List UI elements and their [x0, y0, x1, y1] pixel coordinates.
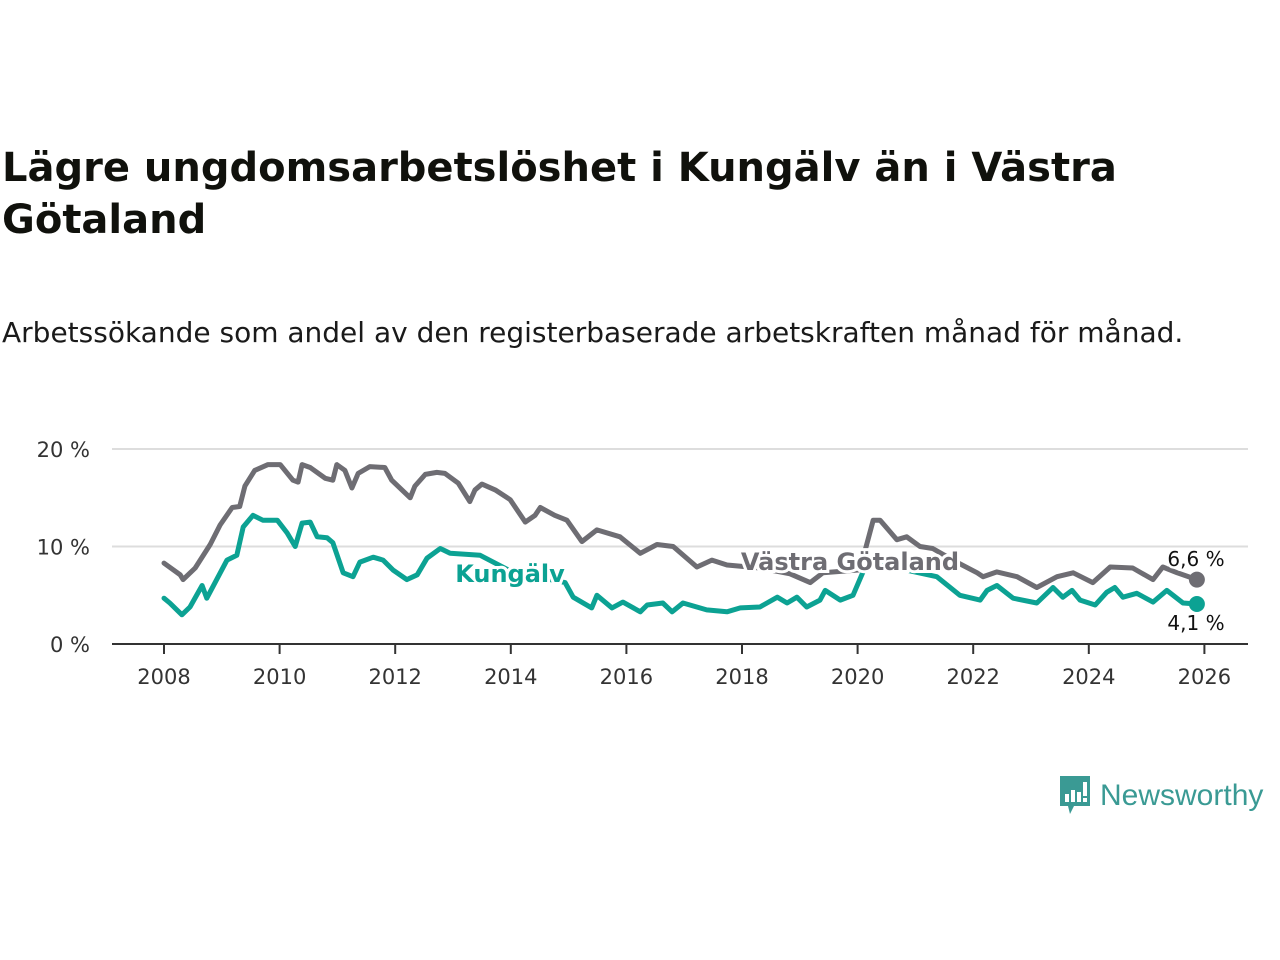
series-line-vastra-gotaland: [161, 462, 1200, 590]
x-tick-label: 2012: [368, 665, 421, 689]
chart-subtitle: Arbetssökande som andel av den registerb…: [2, 316, 1184, 349]
series-end-dot-vastra-gotaland: [1188, 571, 1205, 588]
newsworthy-logo: Newsworthy: [1058, 774, 1263, 818]
y-tick-label: 10 %: [37, 536, 90, 560]
y-tick-label: 0 %: [50, 633, 90, 657]
end-value-label-vastra-gotaland: 6,6 %: [1167, 547, 1224, 571]
newsworthy-logo-text: Newsworthy: [1100, 779, 1264, 812]
x-tick-label: 2014: [484, 665, 537, 689]
series-label-vastra-gotaland: Västra Götaland: [741, 548, 959, 576]
x-tick-label: 2018: [715, 665, 768, 689]
x-tick-label: 2016: [600, 665, 653, 689]
newsworthy-chart-bubble-icon: [1060, 776, 1090, 814]
series-end-dot-kungalv: [1188, 596, 1205, 613]
y-tick-label: 20 %: [37, 438, 90, 462]
chart-title: Lägre ungdomsarbetslöshet i Kungälv än i…: [2, 145, 1117, 243]
x-tick-label: 2024: [1062, 665, 1115, 689]
x-tick-label: 2022: [946, 665, 999, 689]
x-tick-label: 2020: [831, 665, 884, 689]
x-tick-label: 2008: [137, 665, 190, 689]
line-chart: 0 % 10 % 20 % 2008 2010 2012 2014 2016 2018 2020…: [37, 438, 1248, 689]
x-tick-label: 2010: [253, 665, 306, 689]
x-tick-label: 2026: [1178, 665, 1231, 689]
series-label-kungalv: Kungälv: [455, 560, 565, 588]
end-value-label-kungalv: 4,1 %: [1167, 611, 1224, 635]
series-line-kungalv: [161, 512, 1200, 618]
